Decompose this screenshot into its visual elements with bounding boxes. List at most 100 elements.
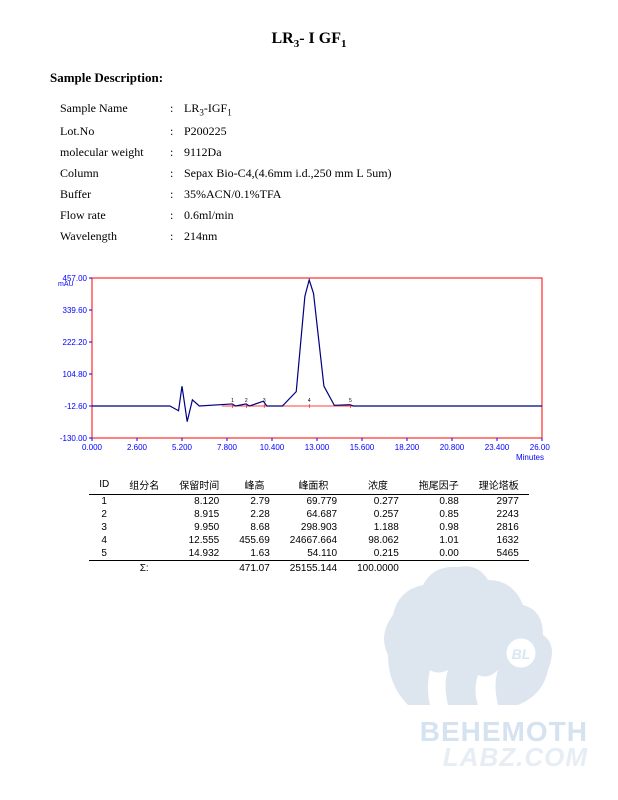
sample-name-label: Sample Name <box>60 98 170 120</box>
table-cell: 2816 <box>469 521 529 534</box>
svg-text:20.800: 20.800 <box>440 443 465 452</box>
table-header-cell: 拖尾因子 <box>409 475 469 495</box>
table-cell <box>169 560 229 575</box>
document-title: LR3- I GF1 <box>50 30 568 50</box>
svg-text:23.400: 23.400 <box>485 443 510 452</box>
section-header: Sample Description: <box>50 70 568 86</box>
svg-text:-130.00: -130.00 <box>60 434 88 443</box>
table-cell: 455.69 <box>229 534 280 547</box>
chart-svg: -130.00-12.60104.80222.20339.60457.00mAU… <box>50 272 550 462</box>
mw-label: molecular weight <box>60 142 170 163</box>
table-cell: 14.932 <box>169 547 229 561</box>
table-header-cell: 浓度 <box>347 475 409 495</box>
title-mid: - I GF <box>299 30 341 47</box>
svg-text:1: 1 <box>231 398 234 404</box>
svg-text:-12.60: -12.60 <box>64 402 87 411</box>
table-row: 39.9508.68298.9031.1880.982816 <box>89 521 529 534</box>
svg-text:339.60: 339.60 <box>63 306 88 315</box>
svg-text:7.800: 7.800 <box>217 443 238 452</box>
table-cell: 1.188 <box>347 521 409 534</box>
table-row: 18.1202.7969.7790.2770.882977 <box>89 494 529 508</box>
table-cell <box>119 508 169 521</box>
description-table: Sample Name : LR3-IGF1 Lot.No : P200225 … <box>60 98 392 246</box>
lot-label: Lot.No <box>60 121 170 142</box>
table-cell: 0.98 <box>409 521 469 534</box>
table-cell: 0.257 <box>347 508 409 521</box>
svg-text:5.200: 5.200 <box>172 443 193 452</box>
svg-text:13.000: 13.000 <box>305 443 330 452</box>
table-header-cell: 理论塔板 <box>469 475 529 495</box>
table-cell <box>119 534 169 547</box>
table-cell <box>119 494 169 508</box>
buffer-value: 35%ACN/0.1%TFA <box>184 184 392 205</box>
table-header-cell: 峰面积 <box>280 475 347 495</box>
title-sub2: 1 <box>341 38 347 50</box>
svg-text:2: 2 <box>245 398 248 404</box>
svg-text:4: 4 <box>308 398 311 404</box>
svg-text:5: 5 <box>349 398 352 404</box>
table-cell: 2.28 <box>229 508 280 521</box>
table-cell: 2 <box>89 508 119 521</box>
table-cell: 25155.144 <box>280 560 347 575</box>
table-cell: 64.687 <box>280 508 347 521</box>
table-cell: 12.555 <box>169 534 229 547</box>
table-cell: 471.07 <box>229 560 280 575</box>
column-value: Sepax Bio-C4,(4.6mm i.d.,250 mm L 5um) <box>184 163 392 184</box>
table-header-row: ID组分名保留时间峰高峰面积浓度拖尾因子理论塔板 <box>89 475 529 495</box>
table-cell: 0.88 <box>409 494 469 508</box>
watermark-line1: BEHEMOTH <box>420 719 588 746</box>
chromatogram-chart: -130.00-12.60104.80222.20339.60457.00mAU… <box>50 272 568 467</box>
table-header-cell: ID <box>89 475 119 495</box>
table-header-cell: 组分名 <box>119 475 169 495</box>
table-cell: 69.779 <box>280 494 347 508</box>
mw-value: 9112Da <box>184 142 392 163</box>
table-cell: 8.915 <box>169 508 229 521</box>
svg-text:26.000: 26.000 <box>530 443 550 452</box>
table-cell: 54.110 <box>280 547 347 561</box>
svg-text:104.80: 104.80 <box>63 370 88 379</box>
table-cell: 4 <box>89 534 119 547</box>
table-cell <box>89 560 119 575</box>
document-page: LR3- I GF1 Sample Description: Sample Na… <box>0 0 618 595</box>
table-row: 2 8.9152.2864.6870.2570.852243 <box>89 508 529 521</box>
svg-text:18.200: 18.200 <box>395 443 420 452</box>
table-cell: 5 <box>89 547 119 561</box>
svg-text:2.600: 2.600 <box>127 443 148 452</box>
watermark-text-block: BEHEMOTH LABZ.COM <box>420 719 588 770</box>
table-cell: 2243 <box>469 508 529 521</box>
flow-label: Flow rate <box>60 205 170 226</box>
table-cell: 2.79 <box>229 494 280 508</box>
svg-text:mAU: mAU <box>58 281 74 288</box>
table-header-cell: 保留时间 <box>169 475 229 495</box>
svg-text:222.20: 222.20 <box>63 338 88 347</box>
table-cell: 8.68 <box>229 521 280 534</box>
sample-name-value: LR3-IGF1 <box>184 98 392 120</box>
table-cell: 24667.664 <box>280 534 347 547</box>
flow-value: 0.6ml/min <box>184 205 392 226</box>
table-cell: Σ: <box>119 560 169 575</box>
wavelength-value: 214nm <box>184 226 392 247</box>
table-cell: 8.120 <box>169 494 229 508</box>
wavelength-label: Wavelength <box>60 226 170 247</box>
table-cell: 1.63 <box>229 547 280 561</box>
table-cell: 0.277 <box>347 494 409 508</box>
buffer-label: Buffer <box>60 184 170 205</box>
svg-text:15.600: 15.600 <box>350 443 375 452</box>
table-cell: 298.903 <box>280 521 347 534</box>
title-pre: LR <box>271 30 293 47</box>
watermark-line2: LABZ.COM <box>420 745 588 770</box>
table-cell: 9.950 <box>169 521 229 534</box>
column-label: Column <box>60 163 170 184</box>
table-header-cell: 峰高 <box>229 475 280 495</box>
lot-value: P200225 <box>184 121 392 142</box>
svg-text:10.400: 10.400 <box>260 443 285 452</box>
svg-text:0.000: 0.000 <box>82 443 103 452</box>
watermark-badge: BL <box>512 646 531 662</box>
table-cell: 0.85 <box>409 508 469 521</box>
gorilla-watermark-icon: BL <box>348 535 568 715</box>
table-cell: 1 <box>89 494 119 508</box>
table-cell <box>119 547 169 561</box>
table-cell <box>119 521 169 534</box>
svg-text:Minutes: Minutes <box>516 453 544 462</box>
svg-text:3: 3 <box>263 398 266 404</box>
